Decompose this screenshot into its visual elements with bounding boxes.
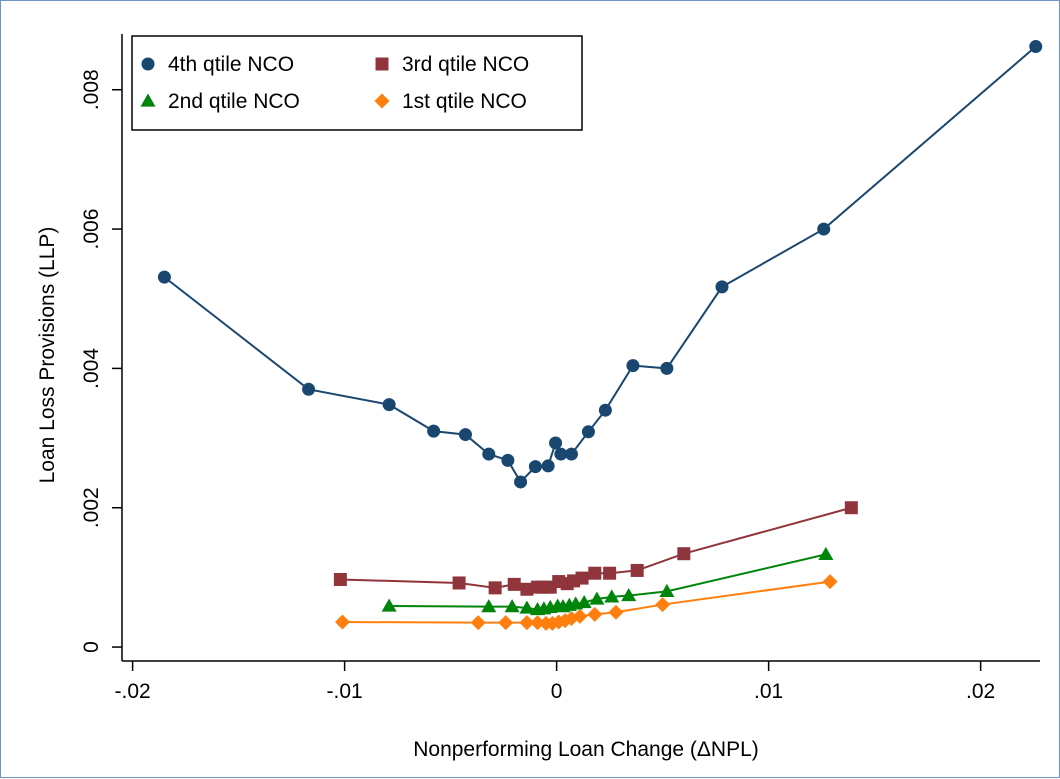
x-tick-label: -.01 [327,680,363,703]
legend-marker-4th-qtile-nco [141,57,155,71]
series-1st-qtile-nco [334,574,838,631]
data-point [334,614,350,630]
data-point [382,398,396,412]
data-point [501,453,515,467]
data-point [572,608,588,624]
data-point [507,577,521,591]
data-point [458,428,472,442]
x-tick-label: .01 [754,680,783,703]
data-point [504,599,520,613]
data-point [575,571,589,585]
y-tick-label: .006 [80,209,103,250]
data-point [576,594,592,609]
data-point [659,583,675,597]
legend-label-2nd-qtile-nco: 2nd qtile NCO [168,90,300,113]
data-point [452,576,466,590]
legend-marker-3rd-qtile-nco [375,57,389,71]
data-point [520,582,534,596]
legend: 4th qtile NCO 3rd qtile NCO 2nd qtile NCO 1… [131,35,583,131]
data-point [549,436,563,450]
data-point [677,547,691,561]
series-4th-qtile-nco [157,40,1043,489]
data-point [488,581,502,595]
data-point [844,501,858,515]
data-point [818,546,834,561]
legend-marker-2nd-qtile-nco [140,93,156,107]
data-point [660,361,674,375]
data-point [498,615,514,631]
y-axis-title: Loan Loss Provisions (LLP) [36,227,59,484]
data-point [514,475,528,489]
data-point [588,566,602,580]
data-point [333,572,347,586]
series-2nd-qtile-nco [381,546,834,616]
data-point [157,270,171,284]
data-point [427,424,441,438]
data-point [715,280,729,294]
data-point [621,588,637,602]
y-tick-label: .002 [80,487,103,528]
x-tick-label: .02 [966,680,995,703]
data-point [589,591,605,605]
legend-box [131,35,583,131]
data-point [817,222,831,236]
data-point [1029,40,1043,54]
data-point [481,599,497,613]
data-point [519,615,535,631]
series-3rd-qtile-nco [333,501,858,596]
legend-label-3rd-qtile-nco: 3rd qtile NCO [402,53,529,76]
data-point [581,425,595,439]
x-tick-label: 0 [551,680,563,703]
data-point [530,615,546,631]
data-point [598,403,612,417]
legend-label-1st-qtile-nco: 1st qtile NCO [402,90,527,113]
data-point [587,606,603,622]
data-point [564,447,578,461]
data-point [482,447,496,461]
data-point [630,563,644,577]
y-tick-label: .004 [80,348,103,389]
data-point [302,382,316,396]
y-tick-label: .008 [80,69,103,110]
data-point [381,598,397,612]
legend-label-4th-qtile-nco: 4th qtile NCO [168,53,294,76]
data-point [608,604,624,620]
axes: 0 .002 .004 .006 .008 -.02 -.01 0 .01 .02 [80,34,1040,703]
data-point [541,459,555,473]
x-tick-label: -.02 [115,680,151,703]
data-point [655,597,671,613]
data-point [626,359,640,373]
data-point [470,615,486,631]
data-point [603,566,617,580]
plot-area [157,40,1043,631]
legend-marker-1st-qtile-nco [374,93,390,109]
data-point [822,574,838,590]
data-point [528,460,542,474]
x-axis-title: Nonperforming Loan Change (ΔNPL) [413,738,759,761]
data-point [519,600,535,614]
y-tick-label: 0 [80,641,103,653]
data-point [604,589,620,603]
data-point [554,447,568,461]
